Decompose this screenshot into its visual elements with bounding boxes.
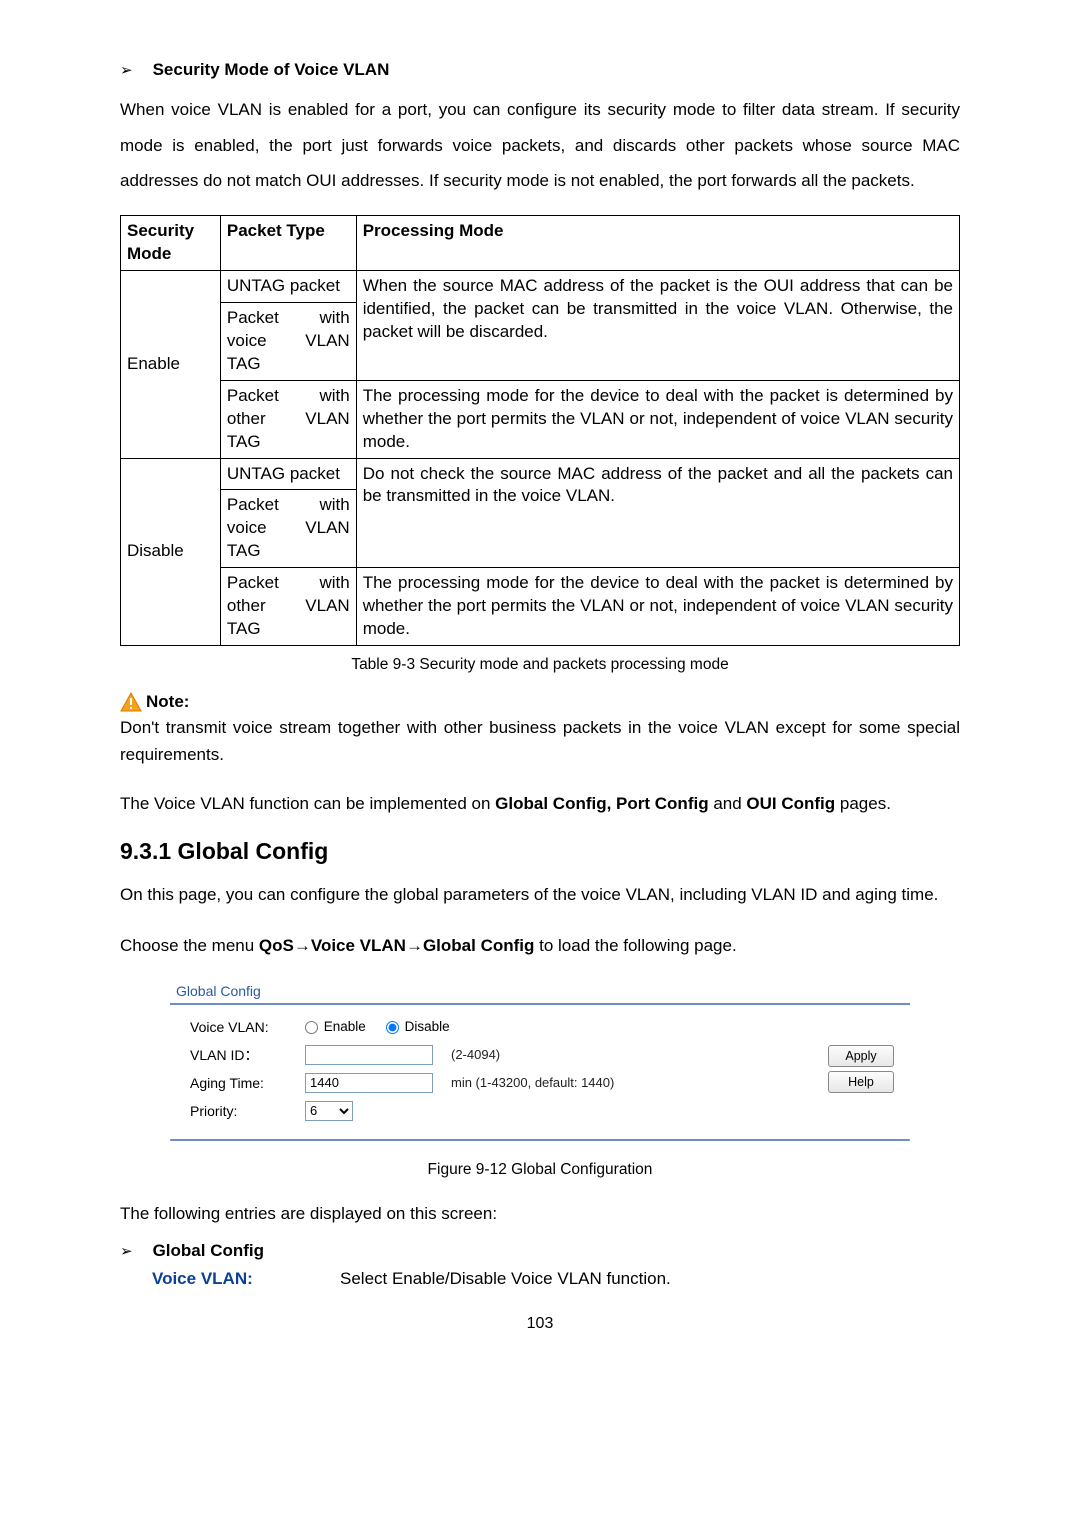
priority-select[interactable]: 6 — [305, 1101, 353, 1121]
bullet-arrow: ➢ — [120, 61, 133, 79]
global-config-heading: 9.3.1 Global Config — [120, 838, 960, 865]
vlan-id-input[interactable] — [305, 1045, 433, 1065]
cell-disable: Disable — [121, 458, 221, 646]
menu-bold: QoS→Voice VLAN→Global Config — [259, 936, 534, 955]
global-config-panel: Global Config Voice VLAN: Enable Disable… — [170, 977, 910, 1143]
cell-enable: Enable — [121, 270, 221, 458]
impl-mid: and — [709, 794, 747, 813]
impl-post: pages. — [835, 794, 891, 813]
cell-enable-proc1: When the source MAC address of the packe… — [356, 270, 959, 380]
table-caption: Table 9-3 Security mode and packets proc… — [120, 656, 960, 674]
priority-label: Priority: — [190, 1103, 305, 1119]
heading-text: Security Mode of Voice VLAN — [153, 60, 390, 80]
figure-caption: Figure 9-12 Global Configuration — [120, 1161, 960, 1179]
th-packet-type: Packet Type — [220, 216, 356, 271]
global-config-intro: On this page, you can configure the glob… — [120, 877, 960, 913]
page-number: 103 — [120, 1315, 960, 1333]
th-processing-mode: Processing Mode — [356, 216, 959, 271]
note-text: Don't transmit voice stream together wit… — [120, 714, 960, 768]
cell-untag: UNTAG packet — [220, 270, 356, 302]
bullet-arrow-2: ➢ — [120, 1242, 133, 1260]
note-label: Note: — [146, 692, 189, 712]
cell-other-tag2: Packet with other VLAN TAG — [220, 568, 356, 646]
vlan-id-hint: (2-4094) — [451, 1047, 500, 1062]
enable-radio-label[interactable]: Enable — [305, 1019, 366, 1034]
aging-time-label: Aging Time: — [190, 1075, 305, 1091]
field-voice-vlan: Voice VLAN: Select Enable/Disable Voice … — [120, 1269, 960, 1289]
panel-footer-rule — [170, 1139, 910, 1143]
field-desc-voice-vlan: Select Enable/Disable Voice VLAN functio… — [340, 1269, 960, 1289]
vlan-id-label: VLAN ID： — [190, 1045, 305, 1065]
panel-header: Global Config — [170, 977, 910, 1005]
menu-path-line: Choose the menu QoS→Voice VLAN→Global Co… — [120, 929, 960, 963]
field-label-voice-vlan: Voice VLAN: — [120, 1269, 340, 1289]
security-mode-table: Security Mode Packet Type Processing Mod… — [120, 215, 960, 646]
aging-time-hint: min (1-43200, default: 1440) — [451, 1075, 614, 1090]
note-heading: Note: — [120, 692, 960, 712]
warning-icon — [120, 692, 142, 712]
subheading-text: Global Config — [153, 1241, 264, 1261]
entries-line: The following entries are displayed on t… — [120, 1197, 960, 1231]
cell-disable-proc1: Do not check the source MAC address of t… — [356, 458, 959, 568]
menu-post: to load the following page. — [534, 936, 736, 955]
cell-enable-proc2: The processing mode for the device to de… — [356, 380, 959, 458]
impl-b2: OUI Config — [746, 794, 835, 813]
cell-voice-tag2: Packet with voice VLAN TAG — [220, 490, 356, 568]
cell-disable-proc2: The processing mode for the device to de… — [356, 568, 959, 646]
th-security-mode: Security Mode — [121, 216, 221, 271]
intro-paragraph: When voice VLAN is enabled for a port, y… — [120, 92, 960, 199]
disable-text: Disable — [405, 1019, 450, 1034]
enable-text: Enable — [324, 1019, 366, 1034]
impl-pre: The Voice VLAN function can be implement… — [120, 794, 495, 813]
menu-pre: Choose the menu — [120, 936, 259, 955]
cell-untag2: UNTAG packet — [220, 458, 356, 490]
cell-other-tag: Packet with other VLAN TAG — [220, 380, 356, 458]
voice-vlan-label: Voice VLAN: — [190, 1019, 305, 1035]
disable-radio-label[interactable]: Disable — [386, 1019, 450, 1034]
cell-voice-tag: Packet with voice VLAN TAG — [220, 302, 356, 380]
impl-line: The Voice VLAN function can be implement… — [120, 786, 960, 822]
impl-b1: Global Config, Port Config — [495, 794, 708, 813]
enable-radio[interactable] — [305, 1021, 318, 1034]
disable-radio[interactable] — [386, 1021, 399, 1034]
aging-time-input[interactable] — [305, 1073, 433, 1093]
global-config-subheading: ➢ Global Config — [120, 1241, 960, 1261]
security-mode-heading: ➢ Security Mode of Voice VLAN — [120, 60, 960, 80]
apply-button[interactable]: Apply — [828, 1045, 894, 1067]
help-button[interactable]: Help — [828, 1071, 894, 1093]
